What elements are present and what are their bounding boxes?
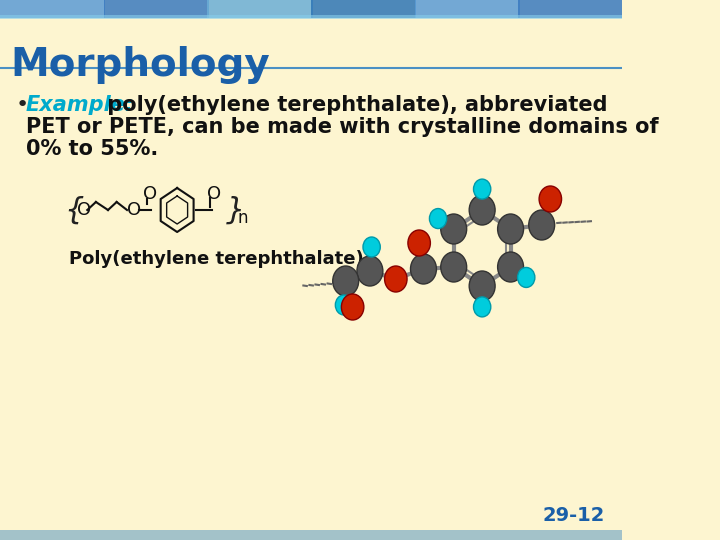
Text: PET or PETE, can be made with crystalline domains of: PET or PETE, can be made with crystallin… <box>26 117 659 137</box>
Text: O: O <box>143 185 157 203</box>
Ellipse shape <box>336 295 353 315</box>
Ellipse shape <box>408 230 431 256</box>
FancyBboxPatch shape <box>207 0 312 18</box>
Ellipse shape <box>498 252 523 282</box>
FancyBboxPatch shape <box>311 0 416 18</box>
Ellipse shape <box>498 214 523 244</box>
Text: poly(ethylene terephthalate), abbreviated: poly(ethylene terephthalate), abbreviate… <box>100 95 608 115</box>
Text: 0% to 55%.: 0% to 55%. <box>26 139 158 159</box>
Text: {: { <box>65 195 84 225</box>
Ellipse shape <box>469 271 495 301</box>
Ellipse shape <box>357 256 383 286</box>
Ellipse shape <box>429 208 446 228</box>
Text: O: O <box>127 201 141 219</box>
Text: Morphology: Morphology <box>10 46 270 84</box>
Ellipse shape <box>441 252 467 282</box>
FancyBboxPatch shape <box>518 0 624 18</box>
Ellipse shape <box>341 294 364 320</box>
Text: O: O <box>207 185 220 203</box>
FancyBboxPatch shape <box>0 0 105 18</box>
Text: O: O <box>77 201 91 219</box>
Ellipse shape <box>469 195 495 225</box>
Text: 29-12: 29-12 <box>542 506 605 525</box>
Text: Example:: Example: <box>26 95 134 115</box>
Text: •: • <box>16 95 29 115</box>
Ellipse shape <box>474 179 491 199</box>
Ellipse shape <box>333 266 359 296</box>
Ellipse shape <box>474 297 491 317</box>
FancyBboxPatch shape <box>0 530 622 540</box>
Ellipse shape <box>441 214 467 244</box>
Ellipse shape <box>539 186 562 212</box>
Text: n: n <box>238 209 248 227</box>
Ellipse shape <box>384 266 407 292</box>
Text: }: } <box>225 195 245 225</box>
Ellipse shape <box>410 254 436 284</box>
FancyBboxPatch shape <box>0 15 622 19</box>
Ellipse shape <box>528 210 554 240</box>
FancyBboxPatch shape <box>104 0 209 18</box>
Text: Poly(ethylene terephthalate): Poly(ethylene terephthalate) <box>69 250 364 268</box>
Ellipse shape <box>518 267 535 287</box>
Ellipse shape <box>363 237 380 257</box>
FancyBboxPatch shape <box>415 0 520 18</box>
